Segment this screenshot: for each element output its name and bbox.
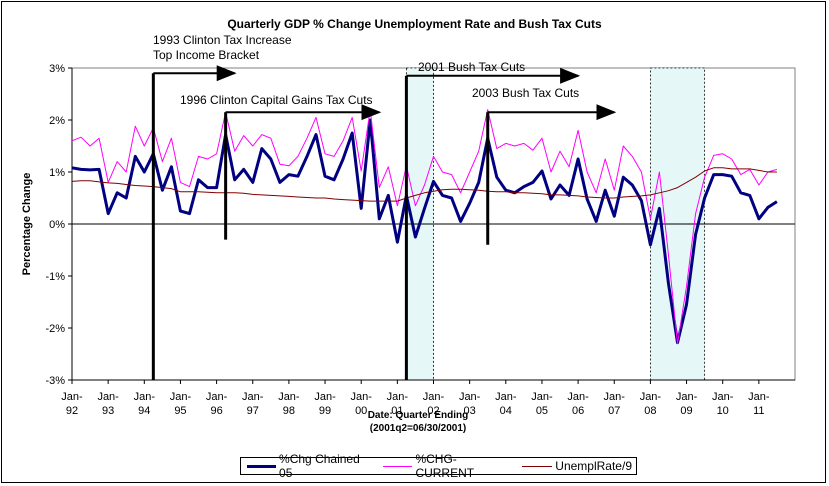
legend-item-unemployment: UnemplRate/9 <box>522 459 632 473</box>
x-tick-label-top: Jan- <box>242 391 264 403</box>
x-tick-label-bottom: 10 <box>717 405 729 417</box>
annotation-top-income-bracket: Top Income Bracket <box>153 48 260 62</box>
x-tick-label-top: Jan- <box>97 391 119 403</box>
annotation-1993-clinton: 1993 Clinton Tax Increase <box>153 33 292 47</box>
x-tick-label-bottom: 92 <box>66 405 78 417</box>
legend-swatch-current <box>383 465 413 467</box>
y-tick-label: -1% <box>45 271 65 283</box>
x-tick-label-bottom: 05 <box>536 405 548 417</box>
x-tick-label-bottom: 08 <box>644 405 656 417</box>
x-tick-label-bottom: 99 <box>319 405 331 417</box>
y-tick-label: 0% <box>49 219 65 231</box>
x-tick-label-top: Jan- <box>61 391 83 403</box>
x-tick-label-bottom: 02 <box>427 405 439 417</box>
x-tick-label-bottom: 09 <box>680 405 692 417</box>
annotation-2001-bush: 2001 Bush Tax Cuts <box>418 60 526 74</box>
chart-legend: %Chg Chained 05 %CHG-CURRENT UnemplRate/… <box>240 452 637 480</box>
x-axis-label-line2: (2001q2=06/30/2001) <box>369 423 467 434</box>
x-tick-label-bottom: 98 <box>283 405 295 417</box>
x-tick-label-top: Jan- <box>170 391 192 403</box>
x-tick-label-top: Jan- <box>206 391 228 403</box>
x-tick-label-top: Jan- <box>495 391 517 403</box>
y-tick-label: 3% <box>49 63 65 75</box>
legend-label-gdp: %Chg Chained 05 <box>279 452 360 480</box>
x-tick-label-bottom: 07 <box>608 405 620 417</box>
x-tick-label-bottom: 94 <box>138 405 150 417</box>
legend-item-current: %CHG-CURRENT <box>383 452 512 480</box>
legend-item-gdp: %Chg Chained 05 <box>247 452 373 480</box>
y-tick-label: 2% <box>49 115 65 127</box>
x-tick-label-top: Jan- <box>748 391 770 403</box>
y-tick-label: -3% <box>45 375 65 387</box>
x-tick-label-top: Jan- <box>567 391 589 403</box>
x-axis-label-line1: Date: Quarter Ending <box>367 410 469 421</box>
x-tick-label-top: Jan- <box>531 391 553 403</box>
x-tick-label-bottom: 00 <box>355 405 367 417</box>
legend-label-current: %CHG-CURRENT <box>415 452 475 480</box>
legend-swatch-unemployment <box>522 465 553 467</box>
x-tick-label-top: Jan- <box>350 391 372 403</box>
chart-title: Quarterly GDP % Change Unemployment Rate… <box>227 17 602 31</box>
legend-swatch-gdp <box>247 464 277 468</box>
y-tick-label: 1% <box>49 167 65 179</box>
x-tick-label-bottom: 01 <box>391 405 403 417</box>
x-tick-label-bottom: 06 <box>572 405 584 417</box>
x-tick-label-top: Jan- <box>640 391 662 403</box>
annotation-2003-bush: 2003 Bush Tax Cuts <box>472 86 580 100</box>
x-tick-label-bottom: 96 <box>210 405 222 417</box>
x-tick-label-bottom: 97 <box>247 405 259 417</box>
y-axis-label: Percentage Change <box>21 172 33 276</box>
x-tick-label-top: Jan- <box>134 391 156 403</box>
annotation-1996-clinton: 1996 Clinton Capital Gains Tax Cuts <box>180 93 373 107</box>
x-tick-label-bottom: 11 <box>753 405 764 417</box>
x-tick-label-top: Jan- <box>712 391 734 403</box>
y-tick-label: -2% <box>45 323 65 335</box>
legend-label-unemployment: UnemplRate/9 <box>555 459 632 473</box>
x-axis-label: Date: Quarter Ending (2001q2=06/30/2001) <box>318 409 518 435</box>
x-tick-label-bottom: 95 <box>174 405 186 417</box>
x-tick-label-top: Jan- <box>278 391 300 403</box>
x-tick-label-bottom: 93 <box>102 405 114 417</box>
x-tick-label-top: Jan- <box>676 391 698 403</box>
x-tick-label-bottom: 04 <box>500 405 512 417</box>
x-tick-label-top: Jan- <box>423 391 445 403</box>
x-tick-label-bottom: 03 <box>464 405 476 417</box>
x-tick-label-top: Jan- <box>387 391 409 403</box>
x-tick-label-top: Jan- <box>314 391 336 403</box>
x-tick-label-top: Jan- <box>604 391 626 403</box>
x-tick-label-top: Jan- <box>459 391 481 403</box>
